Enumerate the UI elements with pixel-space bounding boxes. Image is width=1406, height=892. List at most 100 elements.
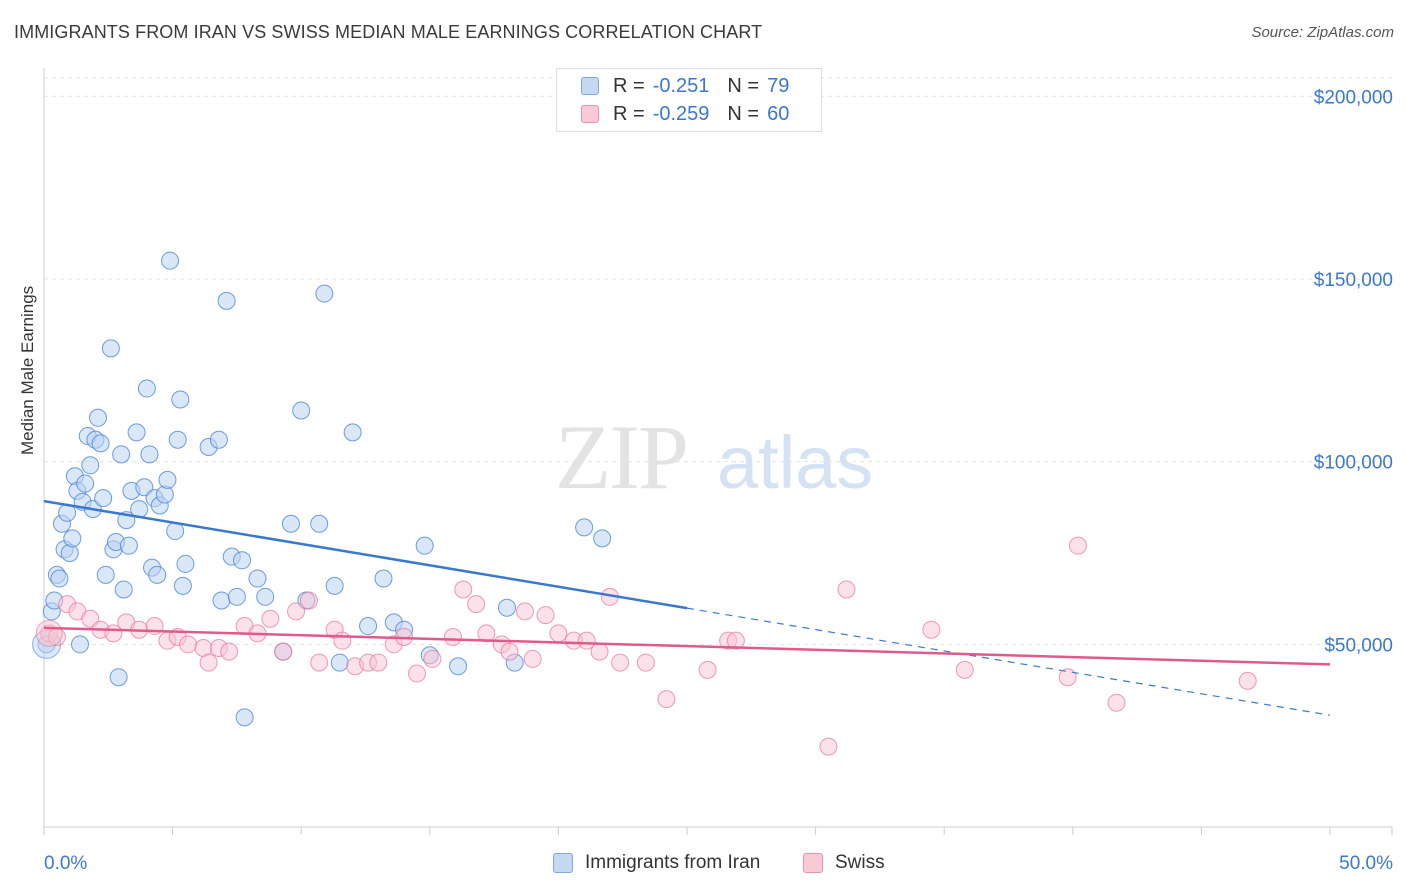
data-point-iran <box>359 617 378 636</box>
data-point-swiss <box>81 609 100 628</box>
data-point-swiss <box>333 631 352 650</box>
data-point-iran <box>593 529 612 548</box>
data-point-iran <box>76 474 95 493</box>
watermark-atlas: atlas <box>717 421 873 504</box>
y-tick-label: $200,000 <box>1314 87 1393 108</box>
data-point-iran <box>330 653 349 672</box>
data-point-iran <box>71 635 90 654</box>
data-point-swiss <box>500 642 519 661</box>
trend-lines <box>43 499 1331 716</box>
data-point-iran <box>173 576 192 595</box>
data-point-iran <box>60 543 79 562</box>
legend-row-swiss: R = -0.259 N = 60 <box>581 102 807 126</box>
data-point-iran <box>135 478 154 497</box>
data-point-iran <box>114 580 133 599</box>
data-point-swiss <box>611 653 630 672</box>
trend-line-swiss <box>43 626 1331 666</box>
data-point-swiss <box>369 653 388 672</box>
data-point-swiss <box>726 631 745 650</box>
data-point-iran <box>119 536 138 555</box>
data-point-iran <box>281 514 300 533</box>
data-point-swiss <box>454 580 473 599</box>
data-point-iran <box>91 434 110 453</box>
data-point-iran <box>137 379 156 398</box>
data-point-iran <box>292 401 311 420</box>
bottom-legend-swiss: Swiss <box>803 852 885 874</box>
data-point-iran <box>497 598 516 617</box>
data-point-swiss <box>590 642 609 661</box>
n-value: 79 <box>767 74 790 97</box>
data-point-iran <box>89 408 108 427</box>
n-value: 60 <box>767 102 790 125</box>
data-point-iran <box>374 569 393 588</box>
n-label: N = <box>727 74 760 97</box>
n-label: N = <box>727 102 760 125</box>
data-point-iran <box>94 489 113 508</box>
data-point-iran <box>209 430 228 449</box>
data-point-iran <box>176 554 195 573</box>
data-point-iran <box>96 565 115 584</box>
data-point-swiss <box>443 628 462 647</box>
trend-line-iran <box>43 499 688 610</box>
data-point-swiss <box>955 660 974 679</box>
data-point-iran <box>127 423 146 442</box>
r-label: R = <box>613 74 645 97</box>
data-point-iran <box>158 470 177 489</box>
data-point-swiss <box>261 609 280 628</box>
data-point-iran <box>112 445 131 464</box>
r-label: R = <box>613 102 645 125</box>
r-value: -0.251 <box>652 74 710 97</box>
data-point-swiss <box>523 649 542 668</box>
data-point-iran <box>81 456 100 475</box>
data-point-swiss <box>287 602 306 621</box>
legend-swatch-blue <box>581 77 599 95</box>
data-point-iran <box>109 668 128 687</box>
data-point-iran <box>168 430 187 449</box>
legend-swatch-pink <box>803 853 823 873</box>
watermark-zip: ZIP <box>555 406 687 508</box>
data-point-swiss <box>467 595 486 614</box>
data-point-swiss <box>837 580 856 599</box>
data-point-iran <box>415 536 434 555</box>
x-tick-label-max: 50.0% <box>1339 853 1393 874</box>
data-point-iran <box>235 708 254 727</box>
data-point-iran <box>101 339 120 358</box>
data-point-iran <box>171 390 190 409</box>
data-point-swiss <box>698 660 717 679</box>
legend-row-iran: R = -0.251 N = 79 <box>581 74 807 98</box>
data-point-iran <box>140 445 159 464</box>
data-point-swiss <box>423 649 442 668</box>
data-point-swiss <box>299 591 318 610</box>
data-point-iran <box>325 576 344 595</box>
data-point-iran <box>310 514 329 533</box>
data-point-swiss <box>199 653 218 672</box>
trend-line-iran-extrapolated <box>686 607 1331 716</box>
r-value: -0.259 <box>652 102 710 125</box>
data-point-swiss <box>477 624 496 643</box>
data-point-swiss <box>549 624 568 643</box>
data-point-swiss <box>1238 671 1257 690</box>
data-point-swiss <box>179 635 198 654</box>
chart-title: IMMIGRANTS FROM IRAN VS SWISS MEDIAN MAL… <box>14 22 763 42</box>
data-point-swiss <box>536 606 555 625</box>
legend-swatch-blue <box>553 853 573 873</box>
bottom-legend-iran: Immigrants from Iran <box>553 852 760 874</box>
data-point-swiss <box>1068 536 1087 555</box>
y-tick-label: $150,000 <box>1314 270 1393 291</box>
watermark: ZIP atlas <box>555 406 873 508</box>
source-credit: Source: ZipAtlas.com <box>1251 24 1394 41</box>
data-point-iran <box>161 251 180 270</box>
data-point-swiss <box>1107 693 1126 712</box>
data-point-swiss <box>819 737 838 756</box>
data-point-iran <box>148 565 167 584</box>
data-point-swiss <box>577 631 596 650</box>
data-point-iran <box>63 529 82 548</box>
data-point-iran <box>575 518 594 537</box>
axes <box>43 68 1393 835</box>
data-point-swiss <box>1058 668 1077 687</box>
data-point-iran <box>155 485 174 504</box>
x-tick-label-min: 0.0% <box>44 853 87 874</box>
data-point-swiss <box>407 664 426 683</box>
data-point-swiss <box>220 642 239 661</box>
